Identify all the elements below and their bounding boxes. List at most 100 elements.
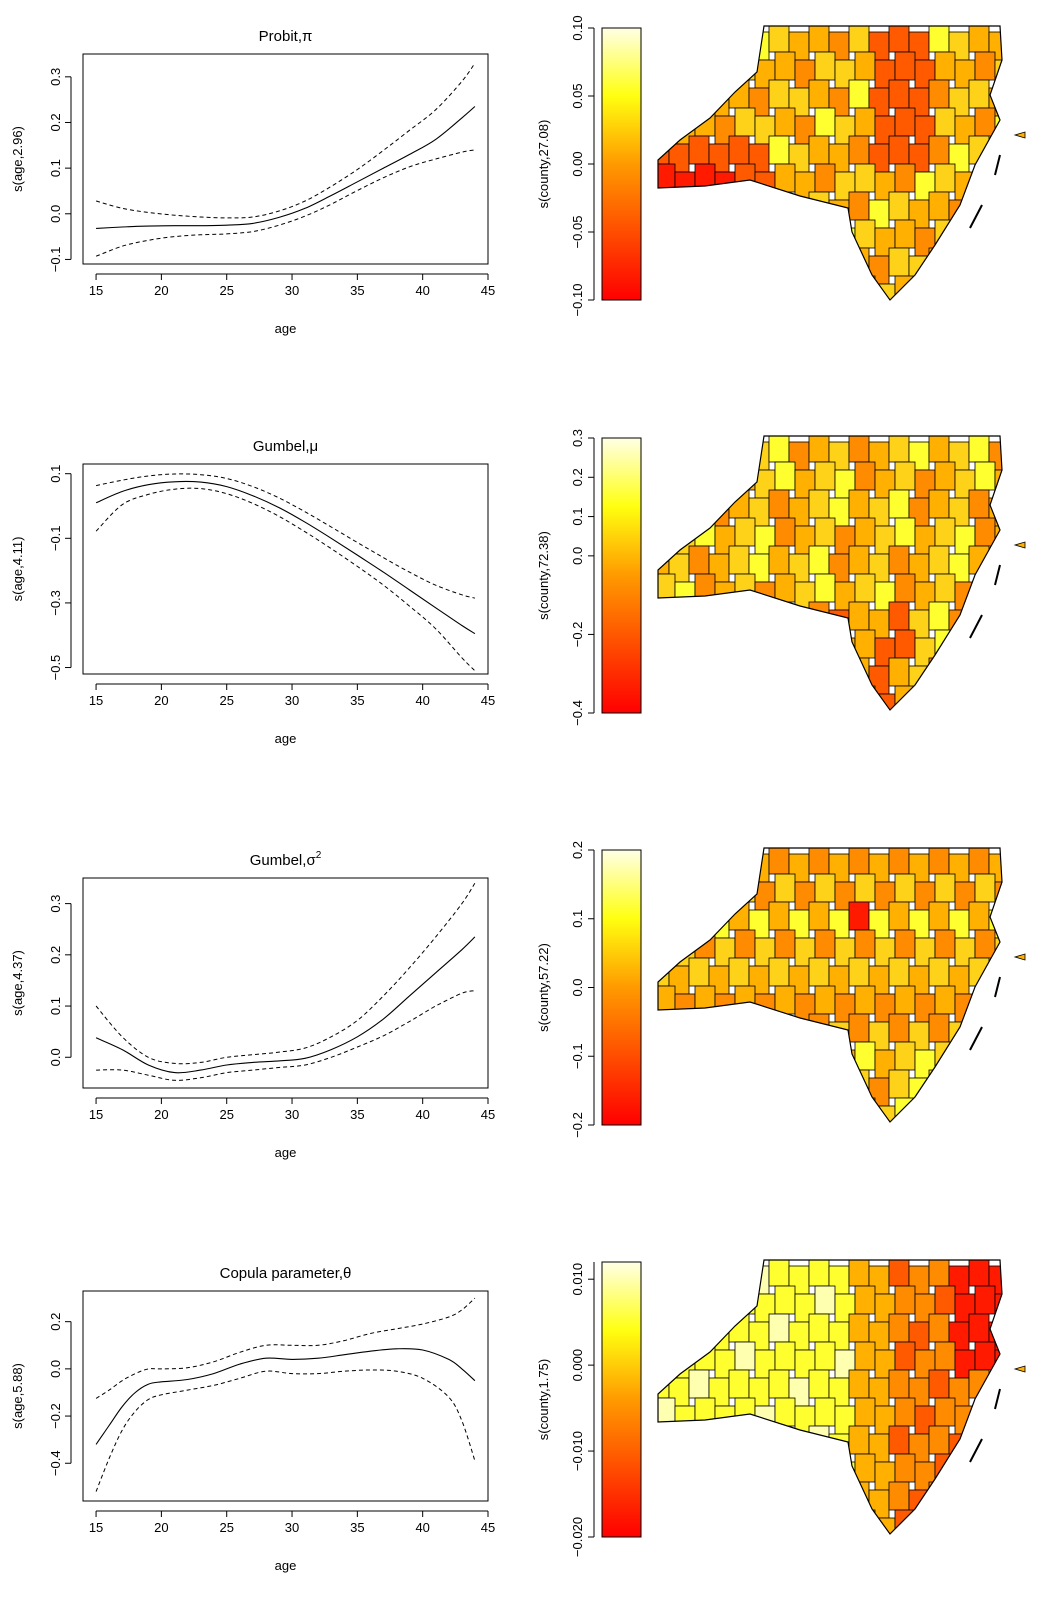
x-tick-label: 25 (219, 1107, 233, 1122)
county (794, 1461, 816, 1491)
county (974, 1453, 996, 1483)
county (869, 1546, 889, 1574)
county (688, 1069, 710, 1099)
county (658, 247, 670, 277)
y-tick-label: 0.2 (48, 946, 63, 964)
estimate-curve (95, 480, 476, 635)
county (894, 107, 916, 137)
county (954, 637, 976, 667)
county (668, 609, 690, 639)
county (774, 1041, 796, 1071)
county (894, 629, 916, 659)
county (708, 1021, 730, 1051)
y-tick-label: 0.3 (48, 895, 63, 913)
x-tick-label: 30 (285, 693, 299, 708)
county (994, 1293, 1002, 1323)
county (929, 1126, 949, 1154)
county (848, 1425, 870, 1455)
county (994, 1461, 1002, 1491)
county (814, 107, 836, 137)
county (728, 901, 750, 931)
county (658, 191, 670, 221)
county (688, 957, 710, 987)
county (769, 714, 789, 742)
county (668, 1265, 690, 1295)
county (649, 304, 669, 332)
county (768, 135, 790, 165)
county (658, 1285, 676, 1315)
county (814, 685, 836, 710)
y-axis-title: s(age,2.96) (10, 126, 25, 192)
county (888, 1069, 910, 1099)
county (674, 1049, 696, 1079)
county (734, 1097, 756, 1122)
map-panel-2: 0.3 0.2 0.1 0.0 −0.2 −0.4 s(county,72.38) (536, 429, 1026, 742)
county (848, 957, 870, 987)
county (934, 1509, 956, 1534)
county (769, 1538, 789, 1566)
x-tick-label: 30 (285, 1107, 299, 1122)
county (728, 601, 750, 631)
county (728, 957, 750, 987)
county (808, 1369, 830, 1399)
county (888, 1481, 910, 1511)
county (734, 517, 756, 547)
county (734, 629, 756, 659)
colorbar-tick-label: 0.00 (570, 151, 585, 176)
county (888, 1260, 910, 1287)
county (834, 283, 856, 300)
county-map (658, 848, 1002, 1162)
county (968, 657, 990, 687)
county (928, 901, 950, 931)
county (948, 199, 970, 229)
x-tick-label: 25 (219, 1520, 233, 1535)
colorbar-tick-label: 0.0 (570, 547, 585, 565)
county (728, 1425, 750, 1455)
upper-ci-curve (95, 473, 476, 599)
county (774, 1397, 796, 1427)
county (809, 1126, 829, 1154)
county (658, 848, 670, 875)
county (708, 1433, 730, 1463)
county (814, 629, 836, 659)
x-tick-label: 45 (481, 1520, 495, 1535)
county (888, 657, 910, 687)
county (974, 1397, 996, 1427)
county (709, 312, 729, 340)
county (954, 171, 976, 201)
county (728, 247, 750, 277)
county (814, 1097, 836, 1122)
county (788, 609, 810, 639)
county (734, 1509, 756, 1534)
county (688, 135, 710, 165)
county (658, 1013, 670, 1043)
county (708, 199, 730, 229)
county (934, 573, 956, 603)
county (694, 1453, 716, 1483)
county (774, 1453, 796, 1483)
county (934, 107, 956, 137)
county (849, 1538, 869, 1566)
x-tick-label: 40 (415, 693, 429, 708)
county (954, 1517, 976, 1534)
county (894, 573, 916, 603)
colorbar (601, 437, 642, 714)
county (808, 489, 830, 519)
county (669, 312, 689, 340)
county-map (658, 436, 1002, 742)
county (948, 665, 970, 695)
x-axis-title: age (275, 321, 297, 336)
y-tick-label: 0.3 (48, 68, 63, 86)
county (968, 247, 990, 277)
county (688, 601, 710, 631)
county (794, 227, 816, 257)
county (808, 657, 830, 687)
county (974, 163, 996, 193)
county (934, 219, 956, 249)
county (968, 191, 990, 221)
county (658, 461, 676, 491)
x-tick-label: 20 (154, 283, 168, 298)
county (909, 1134, 929, 1162)
county (714, 581, 736, 611)
county (714, 1405, 736, 1435)
